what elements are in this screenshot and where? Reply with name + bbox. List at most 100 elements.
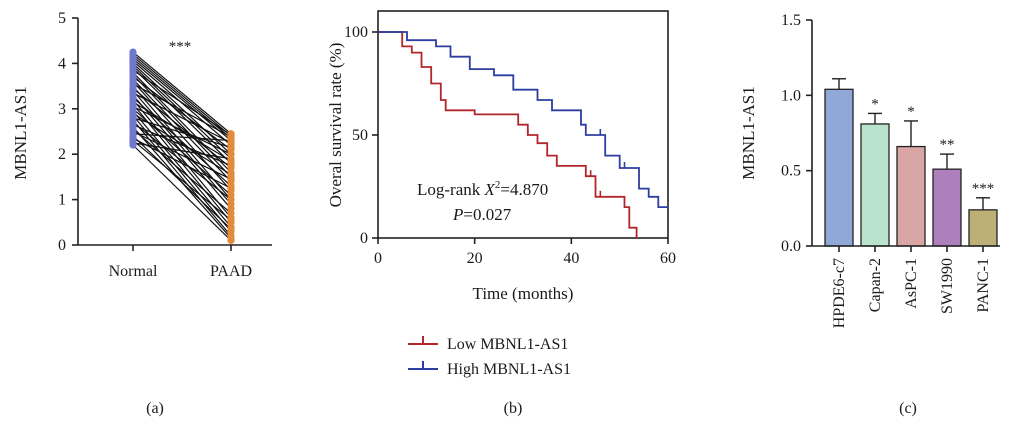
c-y-tick-label: 0.0 xyxy=(781,238,801,255)
pair-line xyxy=(132,144,232,241)
pair-line xyxy=(132,133,232,142)
b-logrank-annotation: Log-rank X2=4.870 xyxy=(417,179,548,199)
c-x-tick-label: AsPC-1 xyxy=(903,258,920,309)
b-chi-sup: 2 xyxy=(495,179,501,191)
bar xyxy=(896,145,926,247)
points xyxy=(129,48,235,245)
b-x-axis-label: Time (months) xyxy=(473,284,574,303)
pair-line xyxy=(132,53,232,137)
b-chi-symbol: X xyxy=(484,180,496,199)
pair-line xyxy=(132,105,232,155)
pair-line xyxy=(132,137,232,189)
paad-point xyxy=(227,196,235,204)
b-y-tick-label: 100 xyxy=(344,24,368,41)
c-y-tick-label: 1.5 xyxy=(781,12,801,29)
c-x-tick-label: SW1990 xyxy=(939,258,956,314)
pair-line xyxy=(132,92,232,144)
bar xyxy=(824,88,854,247)
paad-point xyxy=(227,161,235,170)
b-y-axis-label: Overal survival rate (%) xyxy=(326,43,345,208)
bar xyxy=(932,168,962,247)
c-y-tick-label: 0.5 xyxy=(781,163,801,180)
pair-line xyxy=(132,99,232,219)
pair-line xyxy=(132,140,232,221)
pair-line xyxy=(132,135,232,230)
b-p-symbol: P xyxy=(452,205,463,224)
a-significance: *** xyxy=(169,39,192,55)
b-legend: Low MBNL1-AS1 High MBNL1-AS1 xyxy=(408,336,571,378)
pair-line xyxy=(132,117,232,148)
a-y-tick-label: 4 xyxy=(58,55,66,72)
a-x-tick-paad: PAAD xyxy=(210,263,252,280)
b-chi-value: =4.870 xyxy=(500,180,548,199)
legend-high-label: High MBNL1-AS1 xyxy=(447,361,571,378)
pair-line xyxy=(132,128,232,214)
a-x-tick-normal: Normal xyxy=(109,263,158,280)
a-y-tick-label: 2 xyxy=(58,146,66,163)
pair-line xyxy=(132,67,232,164)
panel-label-a: (a) xyxy=(146,400,164,417)
a-y-tick-label: 1 xyxy=(58,192,66,209)
b-x-tick-label: 0 xyxy=(374,250,382,267)
a-y-tick-label: 3 xyxy=(58,101,66,118)
c-x-tick-label: Capan-2 xyxy=(867,258,884,312)
high-series-line xyxy=(378,31,668,208)
b-x-tick-label: 20 xyxy=(467,250,483,267)
paired-lines xyxy=(132,51,232,241)
pair-line xyxy=(132,69,232,136)
paad-point xyxy=(227,143,235,151)
pair-line xyxy=(132,142,232,160)
pair-line xyxy=(132,124,232,167)
a-y-ticks: 0 1 2 3 4 5 xyxy=(58,10,78,254)
pair-line xyxy=(132,58,232,142)
pair-line xyxy=(132,76,232,151)
pair-line xyxy=(132,74,232,178)
b-p-value: =0.027 xyxy=(463,205,511,224)
c-y-tick-label: 1.0 xyxy=(781,87,801,104)
normal-point xyxy=(129,141,137,149)
legend-high-swatch xyxy=(408,361,438,370)
c-x-tick-label: HPDE6-c7 xyxy=(831,258,848,328)
pair-line xyxy=(132,130,232,180)
b-ticks: 0 20 40 60 0 50 100 xyxy=(344,24,676,267)
b-y-tick-label: 0 xyxy=(360,230,368,247)
legend-low-swatch xyxy=(408,336,438,345)
paad-point xyxy=(227,225,235,233)
pair-line xyxy=(132,112,232,176)
b-y-tick-label: 50 xyxy=(352,127,368,144)
paad-point xyxy=(227,236,235,245)
b-p-value-annotation: P=0.027 xyxy=(452,205,512,224)
a-y-axis-label: MBNL1-AS1 xyxy=(11,86,30,180)
bar-significance: * xyxy=(871,96,879,112)
b-plot-frame xyxy=(377,10,669,239)
bar-significance: *** xyxy=(972,181,995,197)
bar-significance: ** xyxy=(940,137,955,153)
paad-point xyxy=(227,209,235,217)
b-x-tick-label: 40 xyxy=(563,250,579,267)
a-y-tick-label: 0 xyxy=(58,237,66,254)
c-y-ticks: 0.0 0.5 1.0 1.5 xyxy=(781,12,812,255)
panel-b: 0 20 40 60 0 50 100 Time (months) Overal survi… xyxy=(326,10,676,417)
pair-line xyxy=(132,90,232,205)
bars: HPDE6-c7 * Capan-2 * AsPC-1 ** SW1990 *** PANC-1 xyxy=(824,78,998,328)
c-x-tick-label: PANC-1 xyxy=(975,258,992,313)
pair-line xyxy=(132,62,232,155)
c-y-axis-label: MBNL1-AS1 xyxy=(739,86,758,180)
panel-label-b: (b) xyxy=(504,400,523,417)
panel-a: 0 1 2 3 4 5 Normal PAAD MBNL1-AS1 *** (a) xyxy=(11,10,272,417)
bar-significance: * xyxy=(907,104,915,120)
pair-line xyxy=(132,83,232,138)
bar xyxy=(968,209,998,247)
paad-point xyxy=(227,175,235,183)
legend-low-label: Low MBNL1-AS1 xyxy=(447,336,568,353)
pair-line xyxy=(132,51,232,135)
pair-line xyxy=(132,81,232,191)
paad-point xyxy=(227,184,235,192)
bar xyxy=(860,123,890,247)
panel-c: HPDE6-c7 * Capan-2 * AsPC-1 ** SW1990 *** PANC-1… xyxy=(739,12,1000,417)
paad-point xyxy=(227,155,235,163)
panel-label-c: (c) xyxy=(899,400,917,417)
a-y-tick-label: 5 xyxy=(58,10,66,27)
km-curves xyxy=(378,31,668,238)
